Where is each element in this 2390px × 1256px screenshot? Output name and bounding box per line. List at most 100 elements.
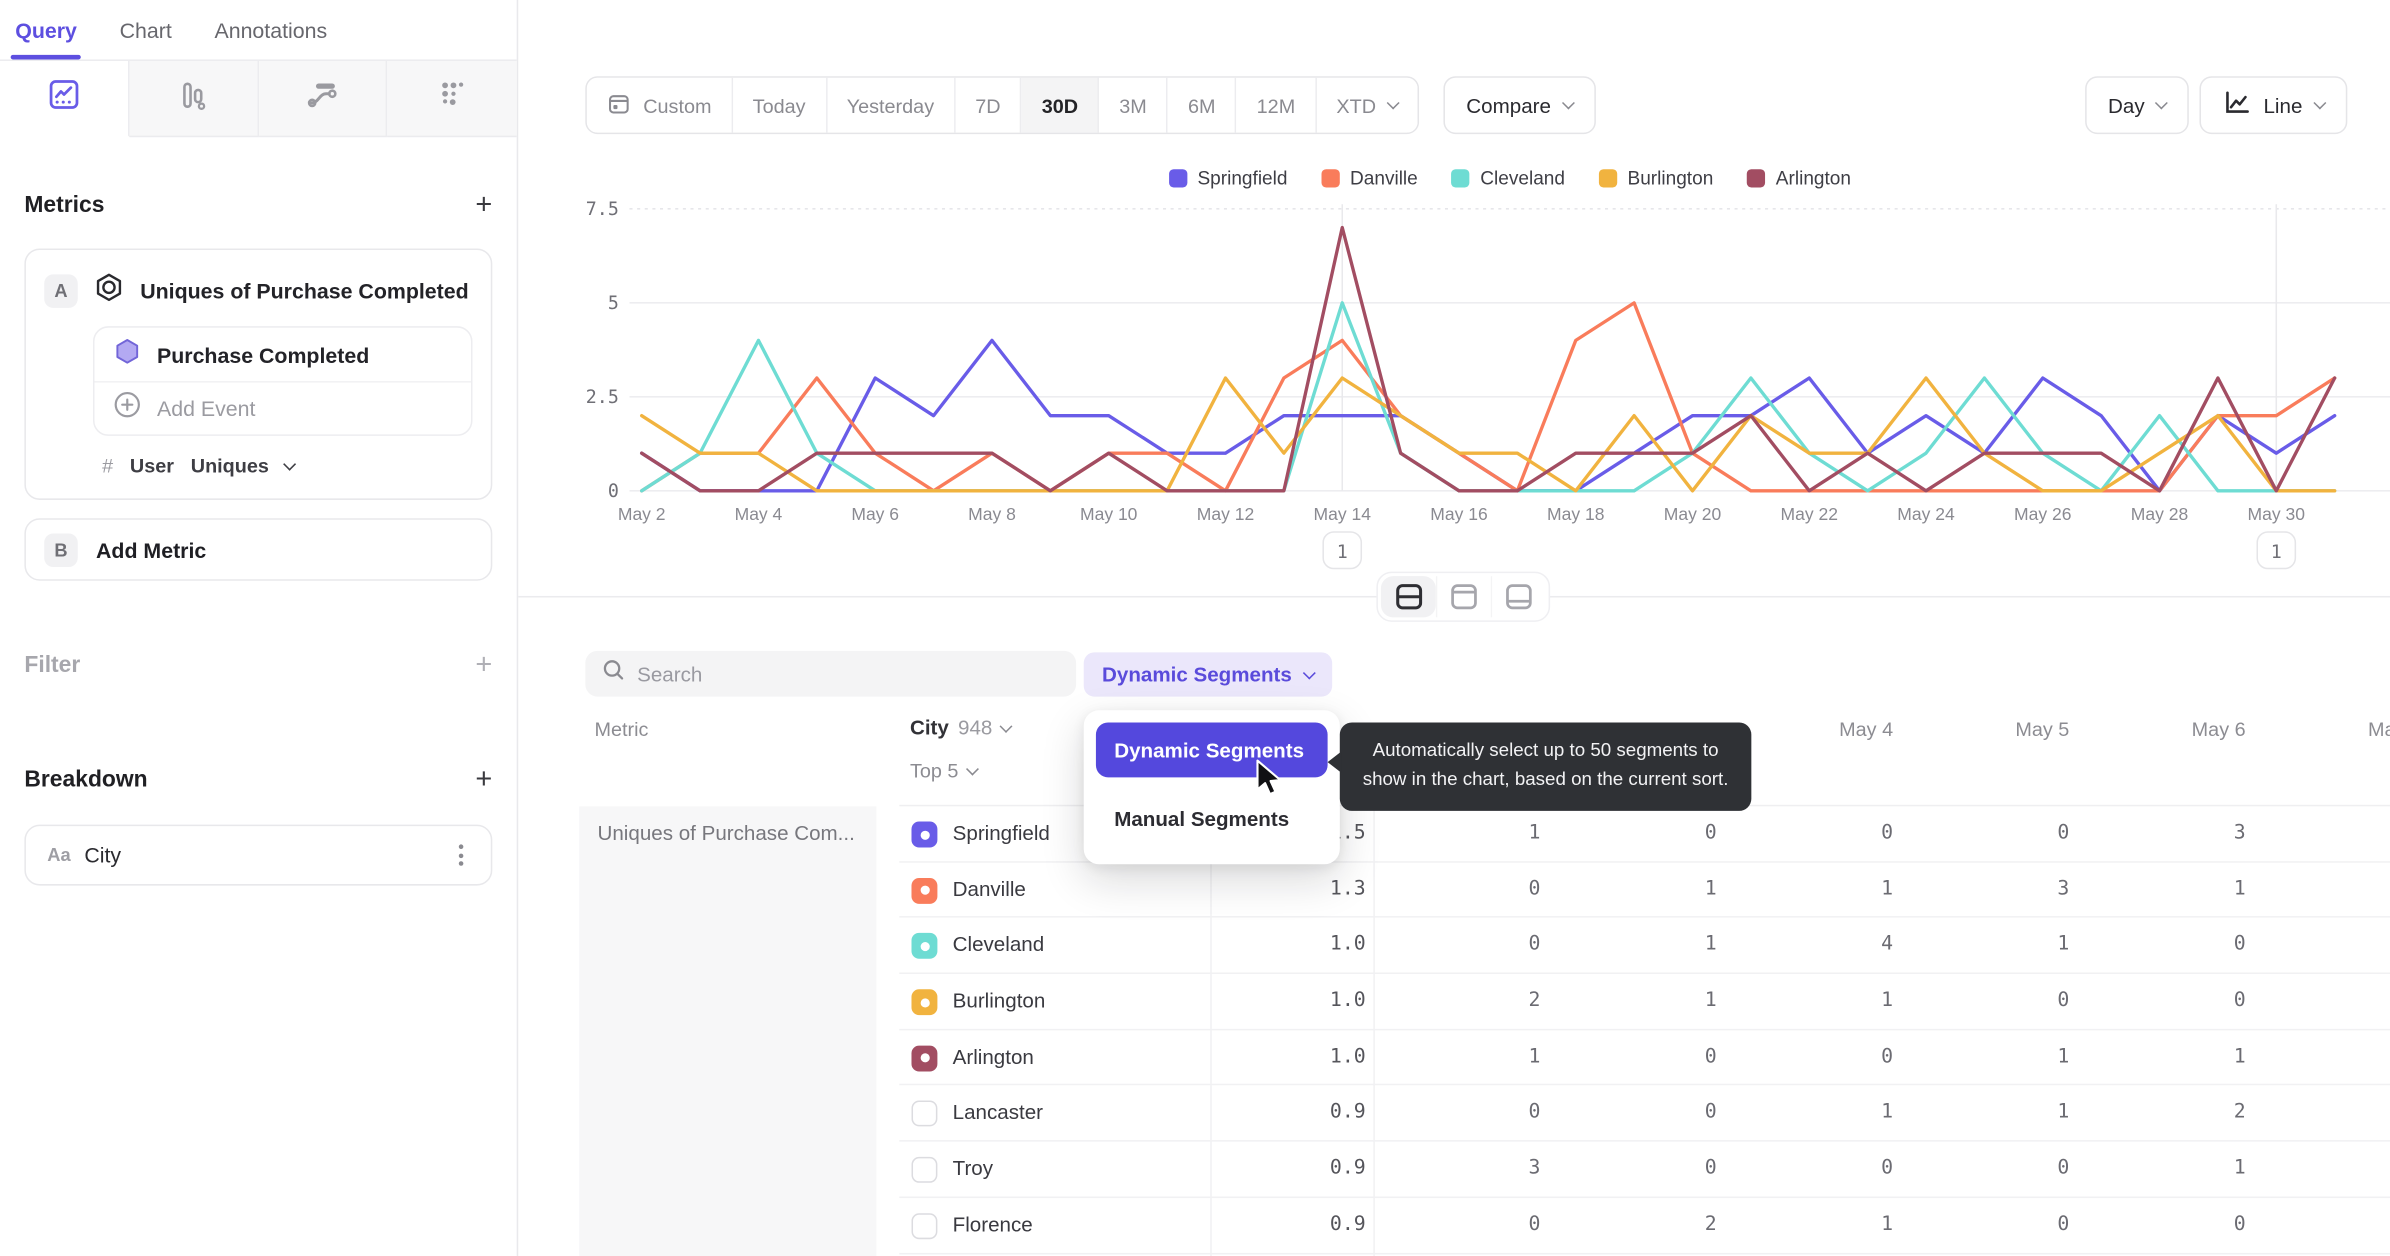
range-button-yesterday[interactable]: Yesterday <box>826 77 956 133</box>
add-event-row[interactable]: Add Event <box>94 381 471 434</box>
table-column-header[interactable]: May 4 <box>1839 717 1894 741</box>
segment-name: Cleveland <box>952 933 1045 957</box>
dropdown-item-dynamic-segments[interactable]: Dynamic Segments <box>1095 722 1328 778</box>
segment-value: 1 <box>1704 989 1717 1013</box>
legend-item-arlington[interactable]: Arlington <box>1746 168 1851 189</box>
segment-checkbox[interactable] <box>911 989 938 1016</box>
segment-checkbox[interactable] <box>911 1101 938 1128</box>
chevron-down-icon <box>1302 665 1316 679</box>
range-button-7d[interactable]: 7D <box>955 77 1022 133</box>
table-column-header[interactable]: May 6 <box>2191 717 2246 741</box>
main-panel: Custom Today Yesterday 7D 30D 3M 6M 12M XTD Comp… <box>518 0 2390 1256</box>
table-row-troy: Troy 0.9 3 0 0 0 1 <box>899 1142 2390 1198</box>
segment-name: Danville <box>952 877 1026 901</box>
event-label: Purchase Completed <box>156 342 370 367</box>
segment-value: 1 <box>1704 933 1717 957</box>
range-button-6m[interactable]: 6M <box>1168 77 1237 133</box>
event-row[interactable]: Purchase Completed <box>95 328 471 381</box>
segment-checkbox[interactable] <box>911 821 938 848</box>
table-column-header[interactable]: May 7 <box>2368 717 2390 741</box>
y-axis-label: 0 <box>608 481 619 502</box>
table-header-city[interactable]: City 948 <box>909 716 1013 740</box>
segment-checkbox[interactable] <box>911 1157 938 1183</box>
legend-item-cleveland[interactable]: Cleveland <box>1451 168 1565 189</box>
plus-circle-icon <box>113 390 142 427</box>
segment-value: 0 <box>2057 1213 2070 1236</box>
segments-mode-button[interactable]: Dynamic Segments <box>1083 652 1332 697</box>
calendar-icon <box>607 91 631 120</box>
segment-average: 1.0 <box>1329 989 1366 1013</box>
range-label: Yesterday <box>846 93 935 117</box>
segment-value: 2 <box>1528 989 1541 1013</box>
legend-swatch <box>1321 169 1340 188</box>
chart-style-label: Line <box>2263 93 2303 117</box>
layout-chart-toggle[interactable] <box>1435 576 1491 618</box>
add-breakdown-plus-icon[interactable]: + <box>475 762 493 795</box>
series-line-burlington[interactable] <box>640 376 2337 493</box>
tab-annotations[interactable]: Annotations <box>214 17 328 42</box>
add-metric-plus-icon[interactable]: + <box>475 188 493 221</box>
metric-card-b[interactable]: B Add Metric <box>24 518 493 581</box>
breakdown-item-city[interactable]: Aa City <box>24 824 493 886</box>
chart-type-tab-scatter[interactable] <box>387 60 517 138</box>
city-header-label: City <box>909 716 949 740</box>
segment-value: 0 <box>1528 933 1541 957</box>
chart-type-tab-line[interactable] <box>0 60 130 138</box>
segment-value: 0 <box>1704 821 1717 845</box>
layout-table-toggle[interactable] <box>1490 576 1546 618</box>
range-button-12m[interactable]: 12M <box>1236 77 1317 133</box>
x-axis-label: May 14 <box>1314 504 1372 524</box>
range-button-30d[interactable]: 30D <box>1021 77 1100 133</box>
annotation-badge[interactable]: 1 <box>2256 531 2297 570</box>
add-filter-plus-icon[interactable]: + <box>475 648 493 681</box>
add-event-label: Add Event <box>156 396 256 421</box>
measure-row[interactable]: # User Uniques <box>102 454 472 477</box>
table-rows: Springfield 1.5 1 0 0 0 3 Danville 1.3 0 1 1 3 1 Cleve… <box>899 806 2390 1254</box>
range-button-3m[interactable]: 3M <box>1099 77 1169 133</box>
range-label: 30D <box>1041 93 1079 117</box>
metrics-title: Metrics <box>24 192 105 218</box>
granularity-button[interactable]: Day <box>2085 76 2189 135</box>
segment-value: 0 <box>2057 1157 2070 1180</box>
dropdown-item-manual-segments[interactable]: Manual Segments <box>1114 807 1290 830</box>
search-input[interactable] <box>637 662 1003 686</box>
segments-dropdown-menu: Dynamic Segments Manual Segments <box>1083 710 1340 865</box>
tab-chart[interactable]: Chart <box>119 17 172 42</box>
annotation-badge[interactable]: 1 <box>1322 531 1363 570</box>
segment-search <box>585 650 1077 697</box>
range-button-today[interactable]: Today <box>732 77 827 133</box>
series-line-arlington[interactable] <box>640 225 2337 493</box>
metric-card-a[interactable]: A Uniques of Purchase Completed Purchase… <box>24 248 493 500</box>
metric-a-row: A Uniques of Purchase Completed <box>44 271 472 311</box>
metric-b-badge: B <box>44 532 78 567</box>
tab-query[interactable]: Query <box>10 0 83 60</box>
range-button-custom[interactable]: Custom <box>586 77 733 133</box>
legend-item-danville[interactable]: Danville <box>1321 168 1418 189</box>
table-column-header[interactable]: May 5 <box>2015 717 2070 741</box>
segment-checkbox[interactable] <box>911 933 938 960</box>
range-button-xtd[interactable]: XTD <box>1316 77 1418 133</box>
y-axis-label: 7.5 <box>586 199 619 220</box>
segment-value: 0 <box>2233 1213 2246 1236</box>
event-hexagon-icon <box>93 271 125 311</box>
chart-type-tab-flow[interactable] <box>258 60 388 138</box>
layout-split-toggle[interactable] <box>1380 576 1436 618</box>
segment-checkbox[interactable] <box>911 1045 938 1072</box>
legend-item-springfield[interactable]: Springfield <box>1168 168 1287 189</box>
compare-button[interactable]: Compare <box>1443 76 1596 135</box>
segment-checkbox[interactable] <box>911 1213 938 1239</box>
y-axis-label: 5 <box>608 293 619 314</box>
segment-value: 1 <box>1528 821 1541 845</box>
table-header-top5[interactable]: Top 5 <box>910 759 979 782</box>
chevron-down-icon <box>2154 96 2168 110</box>
x-axis-label: May 26 <box>2014 504 2071 524</box>
segment-average: 0.9 <box>1329 1157 1366 1180</box>
segment-checkbox[interactable] <box>911 877 938 904</box>
chart-type-tab-bar[interactable] <box>129 60 259 138</box>
chart-style-button[interactable]: Line <box>2199 76 2347 135</box>
legend-item-burlington[interactable]: Burlington <box>1598 168 1713 189</box>
kebab-menu-icon[interactable] <box>453 838 470 872</box>
segment-value: 2 <box>1704 1213 1717 1236</box>
